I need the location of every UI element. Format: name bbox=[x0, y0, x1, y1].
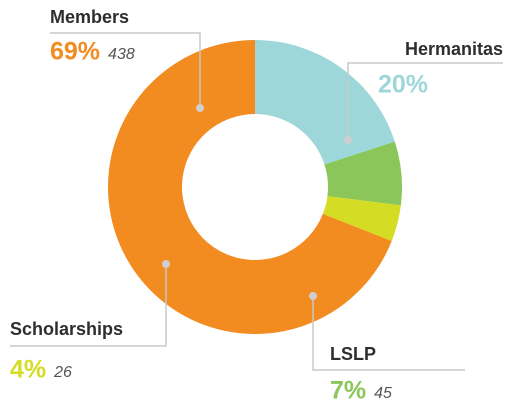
leader-line bbox=[312, 296, 465, 371]
percent-label: 20% bbox=[378, 71, 428, 99]
percent-label: 69% bbox=[50, 38, 100, 66]
donut-segment bbox=[324, 141, 402, 206]
count-label: 438 bbox=[108, 46, 135, 63]
donut-segment bbox=[322, 196, 401, 242]
category-label: LSLP bbox=[330, 344, 376, 364]
leader-line bbox=[347, 62, 503, 140]
donut bbox=[108, 40, 402, 334]
category-label: Members bbox=[50, 7, 129, 27]
labels: Hermanitas 20% LSLP 7% 45 Scholarships 4% 26 Mem… bbox=[10, 7, 503, 405]
leader-dot bbox=[196, 104, 204, 112]
count-label: 26 bbox=[53, 364, 72, 381]
leader-dot bbox=[162, 260, 170, 268]
category-label: Hermanitas bbox=[405, 39, 503, 59]
leader-dot bbox=[309, 292, 317, 300]
count-label: 45 bbox=[374, 385, 392, 402]
donut-segment bbox=[108, 40, 392, 334]
category-label: Scholarships bbox=[10, 319, 123, 339]
leader-line bbox=[50, 32, 201, 108]
percent-label: 4% bbox=[10, 356, 46, 384]
leader-dot bbox=[344, 136, 352, 144]
leader-line bbox=[10, 264, 167, 347]
donut-segment bbox=[255, 40, 395, 165]
percent-label: 7% bbox=[330, 377, 366, 405]
